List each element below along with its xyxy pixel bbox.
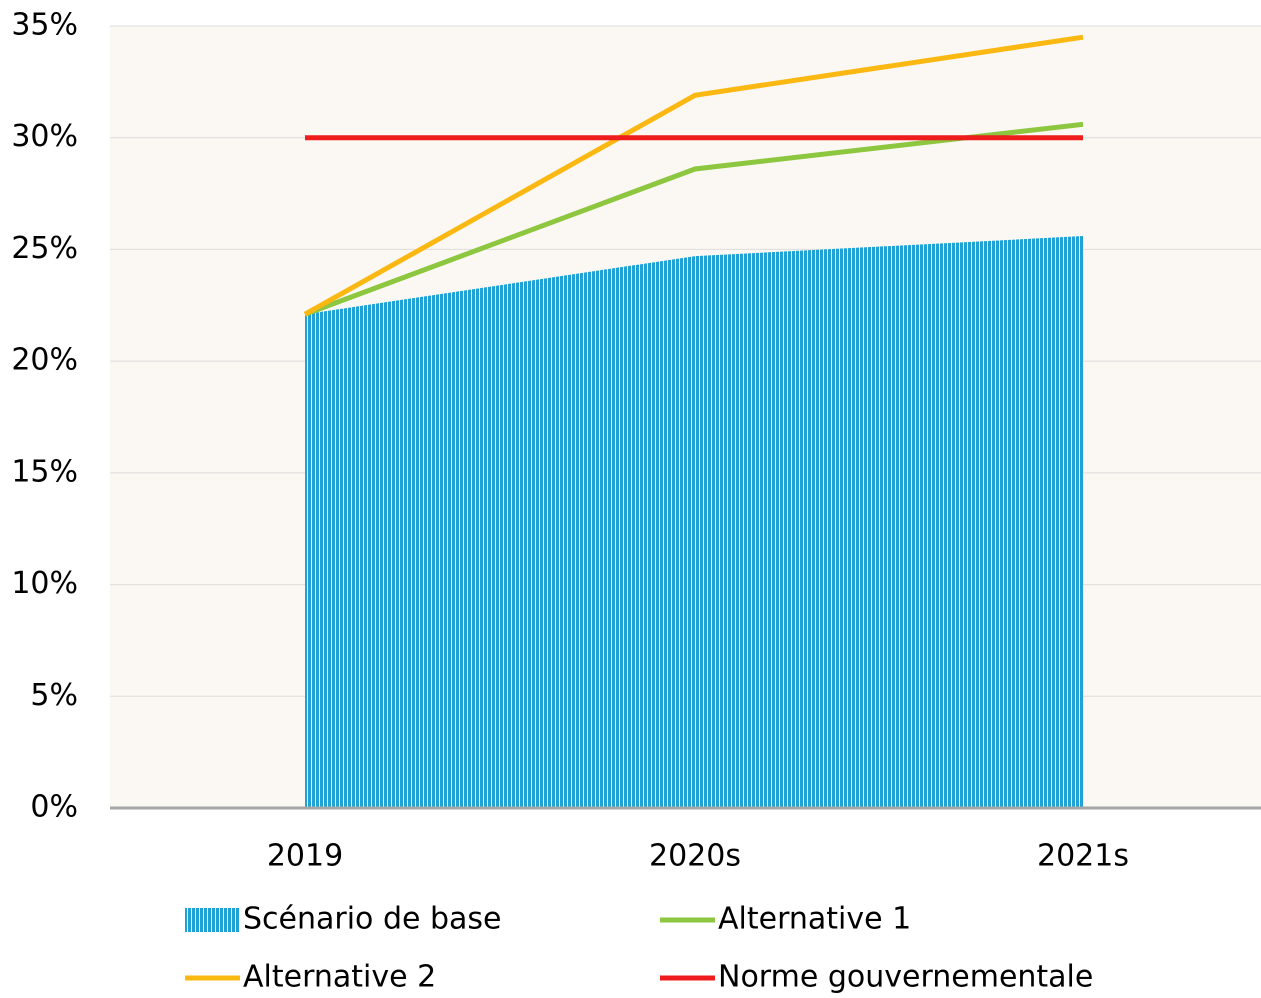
y-tick-label: 10% <box>11 566 78 601</box>
y-tick-label: 0% <box>30 790 78 825</box>
legend-label: Scénario de base <box>243 902 502 937</box>
legend-swatch <box>185 908 240 932</box>
legend-label: Norme gouvernementale <box>718 960 1093 995</box>
y-tick-label: 35% <box>11 8 78 43</box>
y-tick-label: 30% <box>11 119 78 154</box>
x-tick-label: 2021s <box>1037 839 1129 874</box>
y-tick-label: 5% <box>30 678 78 713</box>
legend-label: Alternative 2 <box>243 960 436 995</box>
x-tick-label: 2019 <box>267 839 343 874</box>
area <box>305 236 1083 809</box>
y-tick-label: 15% <box>11 454 78 489</box>
y-tick-label: 20% <box>11 343 78 378</box>
legend-label: Alternative 1 <box>718 902 911 937</box>
x-tick-label: 2020s <box>649 839 741 874</box>
line <box>303 34 1084 317</box>
y-tick-label: 25% <box>11 231 78 266</box>
